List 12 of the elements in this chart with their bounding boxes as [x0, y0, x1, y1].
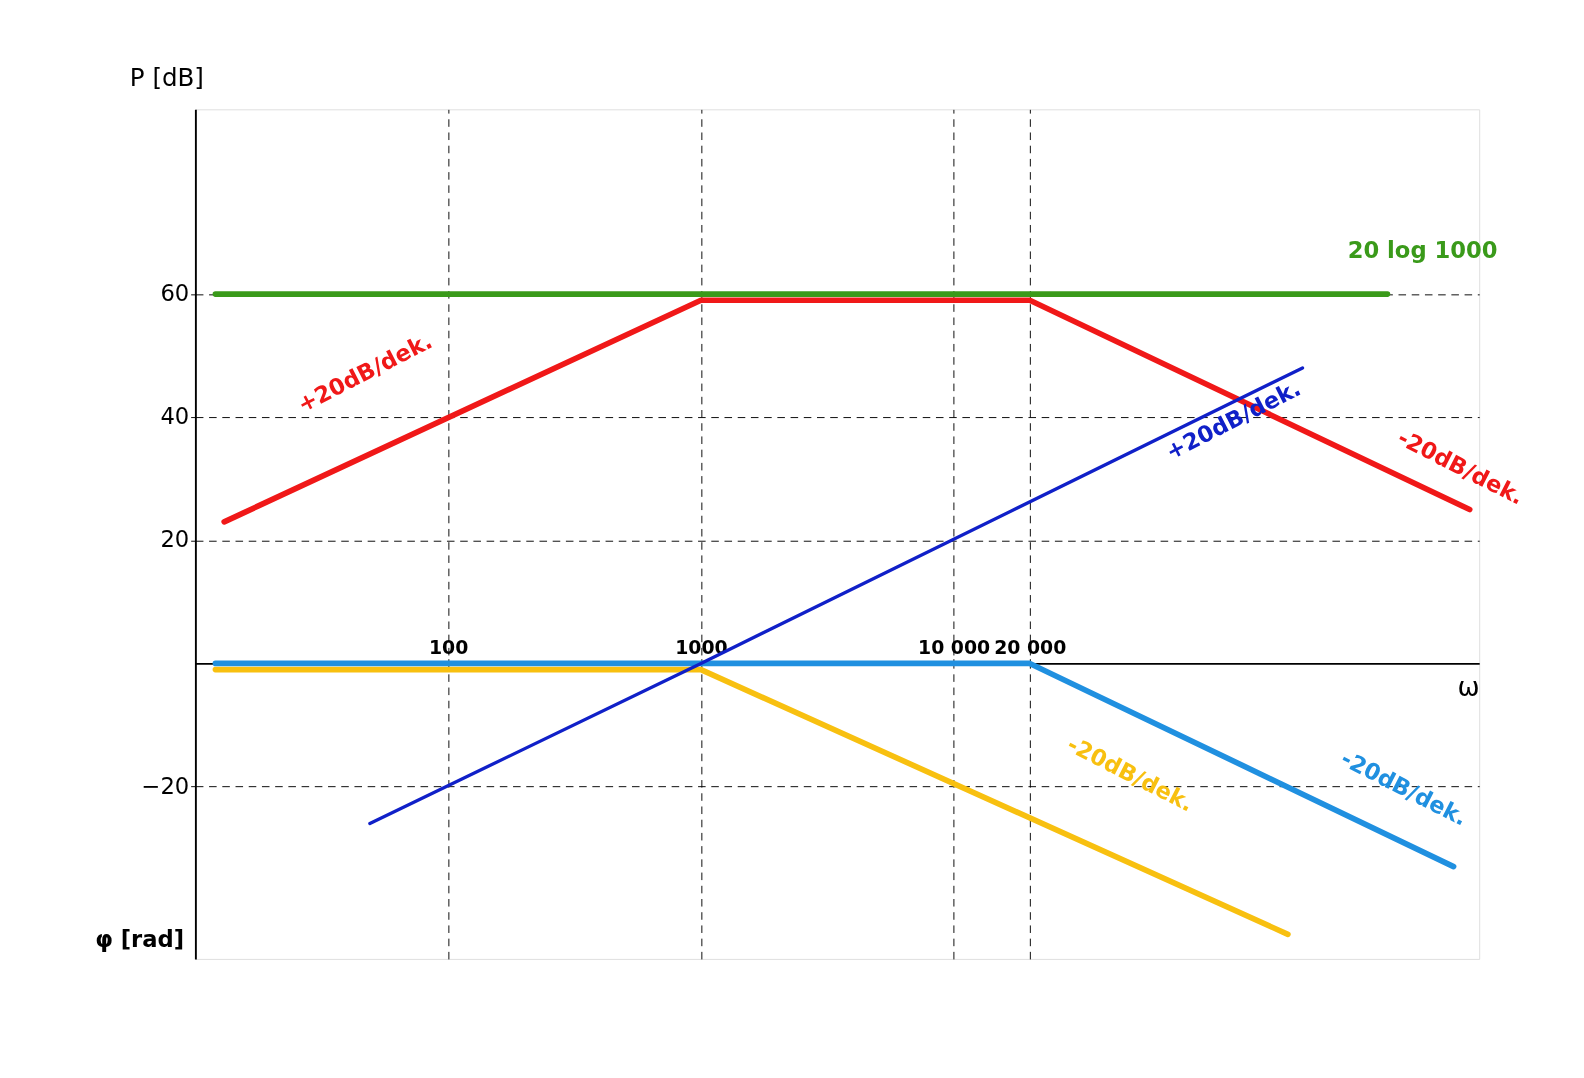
y-tick-label: 60: [160, 280, 190, 307]
x-axis-title: ω: [1457, 671, 1480, 702]
y-tick-label: 40: [160, 403, 190, 430]
x-tick-label: 1000: [675, 635, 728, 658]
x-tick-label: 10 000: [918, 635, 991, 658]
text: φ [rad]: [95, 925, 185, 952]
x-tick-label: 20 000: [994, 635, 1067, 658]
y-axis-title: P [dB]: [129, 63, 204, 93]
annotation: 20 log 1000: [1347, 236, 1498, 263]
y-tick-label: 20: [160, 526, 190, 553]
y-tick-label: −20: [141, 772, 190, 799]
x-tick-label: 100: [428, 635, 469, 658]
